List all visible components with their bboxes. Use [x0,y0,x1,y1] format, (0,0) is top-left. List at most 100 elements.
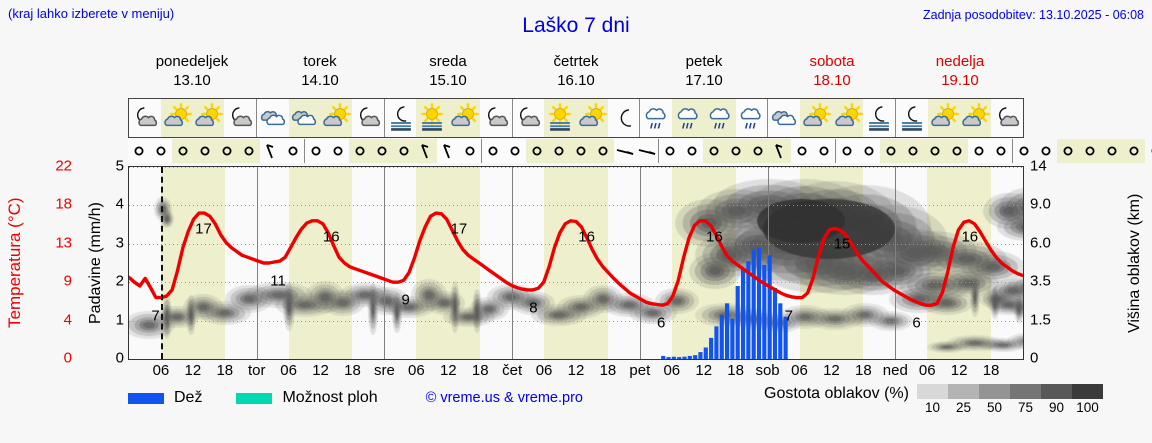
sun-cloud-icon [831,99,864,137]
x-tick-11: čet [502,362,523,379]
cloud-icon [768,99,800,137]
temperature-value-label: 17 [450,220,468,238]
cloud-density-swatches [916,384,1103,399]
sun-fog-icon [544,99,577,137]
cloud-density-value-10: 10 [924,400,940,415]
wind-calm-icon [902,139,924,163]
temperature-tick-1: 18 [55,195,72,213]
legend-item-showers: Možnost ploh [236,389,378,407]
wind-calm-icon [282,139,304,163]
gridline-h-3 [129,244,1023,245]
legend-item-rain: Dež [128,389,202,407]
x-tick-5: 12 [312,362,329,379]
sun-cloud-icon [160,99,193,137]
precipitation-axis-ticks: 5 4 3 2 1 0 [106,158,124,367]
day-header-4: petek 17.10 [640,52,768,94]
day-name: petek [685,53,723,70]
time-axis-labels: 06 12 18 tor 06 12 18 sre 06 12 18 čet 06 12 18 pet 06 12… [128,362,1024,384]
gridline-h-1 [129,321,1023,322]
wind-calm-icon [128,139,150,163]
x-tick-2: 18 [216,362,234,379]
temperature-tick-2: 13 [55,234,72,252]
gridline-h-2 [129,282,1023,283]
day-header-row: ponedeljek 13.10 torek 14.10 sreda 15.10 četrt… [128,52,1024,94]
cloud-icon [288,99,321,137]
legend-label-rain: Dež [174,389,203,406]
cloud-height-tick-3: 3.5 [1030,272,1051,290]
day-header-3: četrtek 16.10 [512,52,640,94]
credit-link[interactable]: © vreme.us & vreme.pro [425,390,583,406]
temperature-tick-5: 0 [63,349,72,367]
wind-calm-icon [1079,139,1101,163]
day-header-2: sreda 15.10 [384,52,512,94]
moon-icon [608,99,640,137]
temperature-value-label: 16 [578,228,595,246]
x-tick-14: 18 [599,362,617,379]
rain-bars [661,247,788,359]
wind-calm-icon [725,139,747,163]
cloud-density-swatch-90 [1040,384,1072,399]
day-date: 19.10 [941,72,979,89]
temperature-axis-title: Temperatura (°C) [5,197,24,329]
day-date: 17.10 [685,72,723,89]
cloud-height-tick-2: 6.0 [1030,234,1051,252]
wind-calm-icon [393,139,415,163]
icon-day-0 [129,99,257,137]
wind-barb-strip [128,139,1152,163]
wind-calm-icon [747,139,769,163]
day-separator-2 [384,167,385,359]
cloud-rain-icon [736,99,768,137]
cloud-height-axis-ticks: 14 9.0 6.0 3.5 1.5 0 [1030,158,1076,367]
precipitation-tick-2: 3 [115,234,124,252]
moon-cloud-icon [352,99,384,137]
precipitation-tick-4: 1 [115,311,124,329]
wind-arrow-icon [636,139,658,163]
temperature-value-label: 16 [706,228,723,246]
icon-day-4 [640,99,769,137]
temperature-value-label: 16 [322,228,340,246]
precipitation-tick-5: 0 [115,349,124,367]
x-tick-23: ned [882,362,908,379]
wind-calm-icon [659,139,681,163]
wind-calm-icon [526,139,548,163]
wind-calm-icon [592,139,614,163]
sun-cloud-icon [959,99,992,137]
day-separator-6 [895,167,896,359]
wind-calm-icon [504,139,526,163]
wind-day-0 [128,139,305,163]
moon-cloud-icon [224,99,256,137]
icon-day-2 [385,99,513,137]
x-tick-4: 06 [280,362,297,379]
wind-day-5 [1013,139,1152,163]
day-date: 15.10 [429,72,467,89]
meteogram-plot: 7 17 11 16 9 17 8 16 6 16 7 15 6 16 [128,166,1024,360]
cloud-rain-icon [703,99,736,137]
x-tick-1: 12 [184,362,202,379]
wind-calm-icon [681,139,703,163]
wind-calm-icon [371,139,393,163]
moon-cloud-icon [513,99,545,137]
wind-arrow-icon [614,139,636,163]
wind-calm-icon [349,139,371,163]
wind-calm-icon [216,139,238,163]
moon-cloud-icon [991,99,1023,137]
x-tick-22: 18 [855,362,872,379]
cloud-density-value-75: 75 [1017,400,1033,415]
legend-label-showers: Možnost ploh [282,389,378,406]
x-tick-18: 18 [727,362,744,379]
x-tick-20: 06 [791,362,808,379]
x-tick-16: 06 [663,362,681,379]
sun-cloud-icon [576,99,608,137]
day-separator-1 [257,167,258,359]
icon-day-6 [896,99,1023,137]
gridline-h-4 [129,205,1023,206]
cloud-density-scale: 10 25 50 75 90 100 [916,384,1103,415]
day-separator-4 [640,167,641,359]
wind-calm-icon [791,139,813,163]
moon-fog-icon [863,99,895,137]
x-tick-9: 12 [439,362,457,379]
wind-calm-icon [548,139,570,163]
wind-calm-icon [194,139,216,163]
day-date: 18.10 [813,72,851,89]
wind-barb-icon [415,139,437,163]
